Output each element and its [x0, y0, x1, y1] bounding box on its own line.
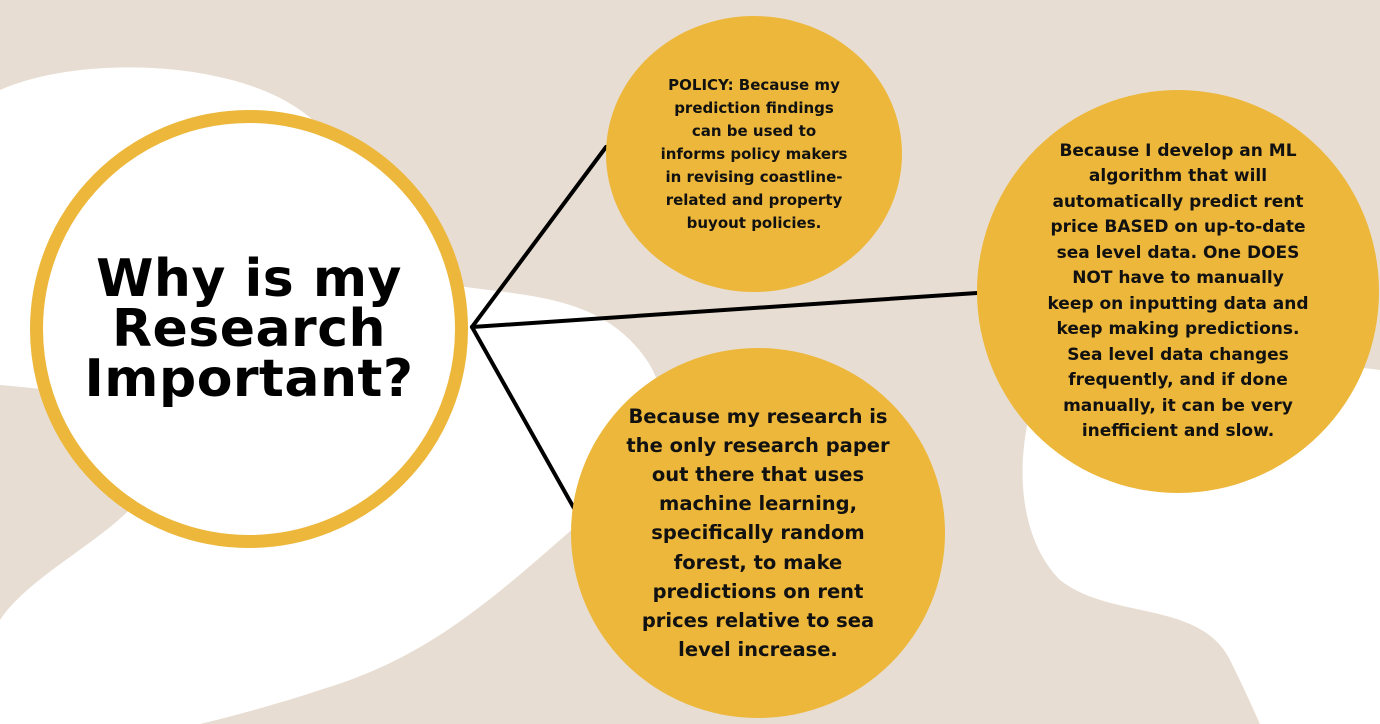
ml-node: Because I develop an ML algorithm that w…: [977, 90, 1379, 493]
policy-text: POLICY: Because my prediction findings c…: [660, 75, 848, 232]
research-text: Because my research is the only research…: [626, 404, 890, 662]
research-node: Because my research is the only research…: [571, 348, 945, 718]
center-node: Why is my Research Important?: [30, 110, 468, 548]
connector-policy: [470, 145, 608, 329]
center-title: Why is my Research Important?: [84, 249, 414, 409]
connector-ml: [470, 291, 979, 329]
policy-node: POLICY: Because my prediction findings c…: [606, 16, 902, 292]
ml-text: Because I develop an ML algorithm that w…: [1047, 140, 1309, 442]
connector-research: [470, 325, 577, 512]
